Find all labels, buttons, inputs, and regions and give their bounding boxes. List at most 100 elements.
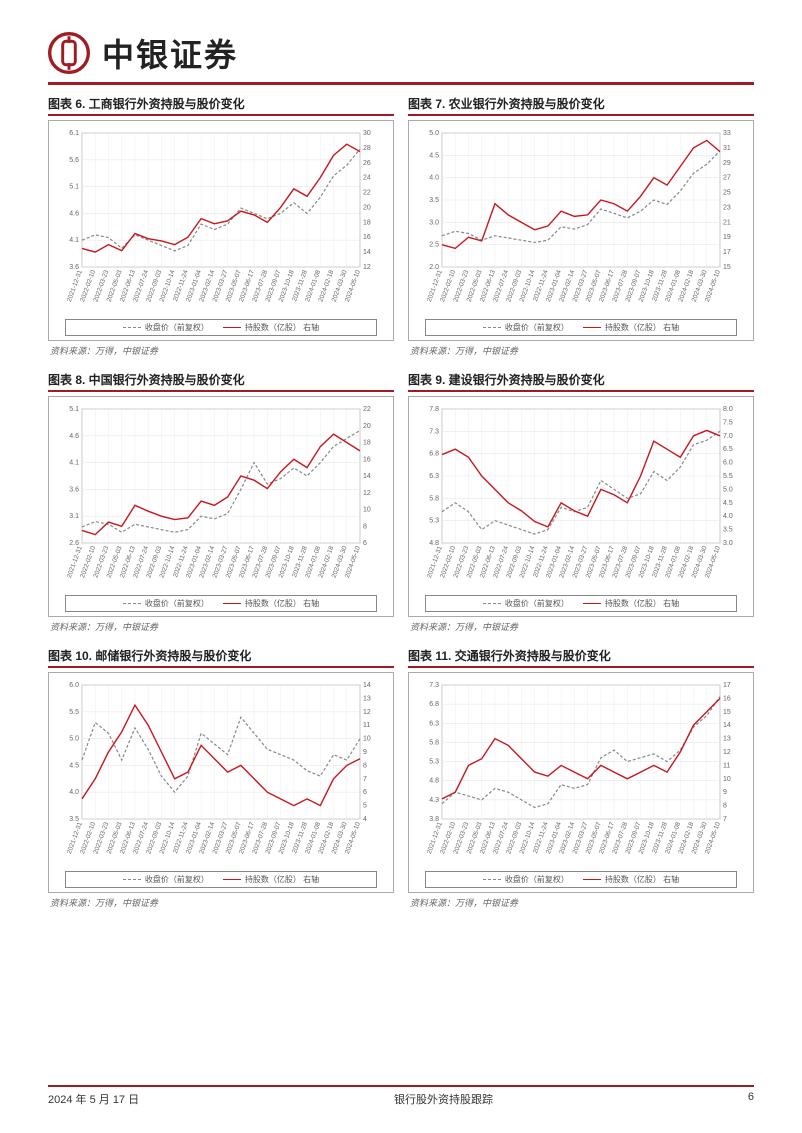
chart-frame: 3.84.34.85.35.86.36.87.3 789101112131415… [408, 672, 754, 893]
chart-source: 资料来源：万得，中银证券 [410, 896, 754, 909]
svg-text:7.0: 7.0 [723, 433, 733, 440]
svg-text:12: 12 [363, 490, 371, 497]
svg-text:5.8: 5.8 [429, 739, 439, 746]
svg-text:7: 7 [723, 816, 727, 823]
svg-text:14: 14 [363, 249, 371, 256]
chart-cell: 图表 11. 交通银行外资持股与股价变化 3.84.34.85.35.86.36… [408, 647, 754, 919]
chart-source: 资料来源：万得，中银证券 [410, 344, 754, 357]
svg-text:6.3: 6.3 [429, 473, 439, 480]
footer-title: 银行股外资持股跟踪 [394, 1091, 493, 1107]
svg-text:5.0: 5.0 [723, 486, 733, 493]
report-header: 中银证券 [48, 30, 754, 76]
svg-text:7.3: 7.3 [429, 428, 439, 435]
svg-text:5.1: 5.1 [69, 184, 79, 191]
svg-text:3.1: 3.1 [69, 513, 79, 520]
svg-text:19: 19 [723, 234, 731, 241]
svg-text:16: 16 [363, 234, 371, 241]
svg-text:7: 7 [363, 776, 367, 783]
chart-c11: 3.84.34.85.35.86.36.87.3 789101112131415… [411, 677, 751, 867]
svg-text:6: 6 [363, 789, 367, 796]
chart-legend: 收盘价（前复权） 持股数（亿股） 右轴 [65, 319, 378, 336]
legend-price: 收盘价（前复权） [123, 322, 209, 333]
chart-legend: 收盘价（前复权） 持股数（亿股） 右轴 [65, 595, 378, 612]
chart-frame: 3.64.14.65.15.66.1 12141618202224262830 … [48, 120, 394, 341]
svg-text:13: 13 [363, 695, 371, 702]
svg-text:25: 25 [723, 190, 731, 197]
svg-text:16: 16 [363, 456, 371, 463]
chart-title: 图表 9. 建设银行外资持股与股价变化 [408, 371, 754, 392]
svg-text:4.5: 4.5 [723, 500, 733, 507]
chart-cell: 图表 10. 邮储银行外资持股与股价变化 3.54.04.55.05.56.0 … [48, 647, 394, 919]
svg-text:5: 5 [363, 803, 367, 810]
svg-text:30: 30 [363, 130, 371, 137]
footer-date: 2024 年 5 月 17 日 [48, 1091, 139, 1107]
svg-text:6.0: 6.0 [723, 460, 733, 467]
chart-legend: 收盘价（前复权） 持股数（亿股） 右轴 [425, 871, 738, 888]
svg-text:6.5: 6.5 [723, 446, 733, 453]
svg-text:26: 26 [363, 160, 371, 167]
svg-text:6.8: 6.8 [429, 451, 439, 458]
svg-text:4.0: 4.0 [69, 789, 79, 796]
svg-text:14: 14 [363, 473, 371, 480]
chart-title: 图表 7. 农业银行外资持股与股价变化 [408, 95, 754, 116]
svg-text:15: 15 [723, 264, 731, 271]
svg-text:9: 9 [723, 789, 727, 796]
svg-text:10: 10 [723, 776, 731, 783]
svg-text:5.6: 5.6 [69, 157, 79, 164]
page-footer: 2024 年 5 月 17 日 银行股外资持股跟踪 6 [48, 1085, 754, 1107]
svg-text:5.0: 5.0 [69, 736, 79, 743]
svg-text:3.0: 3.0 [429, 219, 439, 226]
svg-text:8: 8 [363, 762, 367, 769]
svg-text:3.6: 3.6 [69, 486, 79, 493]
brand-name: 中银证券 [102, 30, 238, 76]
svg-text:3.0: 3.0 [723, 540, 733, 547]
svg-text:12: 12 [363, 264, 371, 271]
chart-legend: 收盘价（前复权） 持股数（亿股） 右轴 [425, 595, 738, 612]
svg-text:5.8: 5.8 [429, 495, 439, 502]
chart-source: 资料来源：万得，中银证券 [50, 620, 394, 633]
svg-text:7.3: 7.3 [429, 682, 439, 689]
svg-text:8: 8 [723, 803, 727, 810]
svg-text:33: 33 [723, 130, 731, 137]
svg-text:14: 14 [723, 722, 731, 729]
legend-holdings: 持股数（亿股） 右轴 [583, 598, 679, 609]
legend-holdings: 持股数（亿股） 右轴 [223, 322, 319, 333]
chart-c7: 2.02.53.03.54.04.55.0 151719212325272931… [411, 125, 751, 315]
svg-text:4.1: 4.1 [69, 237, 79, 244]
svg-text:15: 15 [723, 709, 731, 716]
chart-c6: 3.64.14.65.15.66.1 12141618202224262830 … [51, 125, 391, 315]
svg-text:12: 12 [723, 749, 731, 756]
svg-text:18: 18 [363, 440, 371, 447]
svg-text:6.0: 6.0 [69, 682, 79, 689]
svg-text:14: 14 [363, 682, 371, 689]
svg-text:5.0: 5.0 [429, 130, 439, 137]
svg-text:21: 21 [723, 219, 731, 226]
svg-text:20: 20 [363, 204, 371, 211]
legend-price: 收盘价（前复权） [483, 322, 569, 333]
chart-cell: 图表 7. 农业银行外资持股与股价变化 2.02.53.03.54.04.55.… [408, 95, 754, 367]
svg-text:12: 12 [363, 709, 371, 716]
svg-text:23: 23 [723, 204, 731, 211]
chart-source: 资料来源：万得，中银证券 [50, 344, 394, 357]
chart-source: 资料来源：万得，中银证券 [50, 896, 394, 909]
svg-text:11: 11 [363, 722, 370, 729]
svg-text:5.3: 5.3 [429, 518, 439, 525]
chart-c10: 3.54.04.55.05.56.0 4567891011121314 2021… [51, 677, 391, 867]
legend-price: 收盘价（前复权） [123, 598, 209, 609]
svg-text:8: 8 [363, 523, 367, 530]
svg-text:4.8: 4.8 [429, 778, 439, 785]
svg-text:4.6: 4.6 [69, 210, 79, 217]
legend-price: 收盘价（前复权） [483, 598, 569, 609]
svg-text:16: 16 [723, 695, 731, 702]
svg-text:2.5: 2.5 [429, 242, 439, 249]
legend-holdings: 持股数（亿股） 右轴 [583, 322, 679, 333]
svg-text:7.5: 7.5 [723, 419, 733, 426]
svg-text:20: 20 [363, 423, 371, 430]
svg-text:4: 4 [363, 816, 367, 823]
chart-title: 图表 8. 中国银行外资持股与股价变化 [48, 371, 394, 392]
svg-text:8.0: 8.0 [723, 406, 733, 413]
chart-frame: 2.02.53.03.54.04.55.0 151719212325272931… [408, 120, 754, 341]
svg-text:7.8: 7.8 [429, 406, 439, 413]
footer-page: 6 [748, 1091, 754, 1107]
svg-text:6.8: 6.8 [429, 701, 439, 708]
